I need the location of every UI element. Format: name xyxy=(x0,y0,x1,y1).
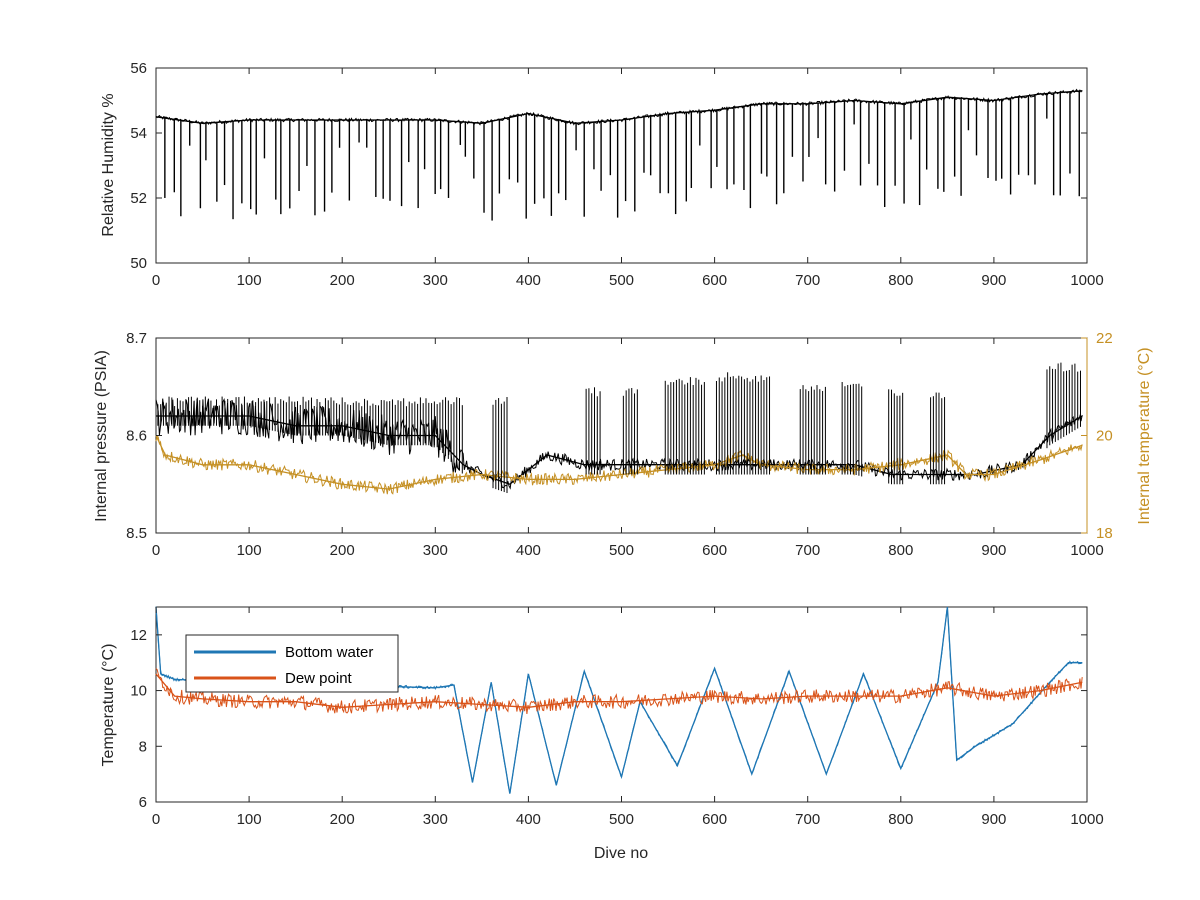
humidity-xtick-label: 700 xyxy=(795,272,820,289)
right-ytick-label: 22 xyxy=(1096,330,1113,347)
temperature-xtick-label: 900 xyxy=(981,811,1006,828)
humidity-plot-area xyxy=(155,67,1088,264)
pressure-xtick-label: 100 xyxy=(237,542,262,559)
humidity-ytick-label: 56 xyxy=(130,60,147,77)
right-ytick-label: 20 xyxy=(1096,428,1113,445)
temperature-ylabel: Temperature (°C) xyxy=(100,644,117,767)
humidity-marks xyxy=(155,88,1083,221)
pressure-series-1-texture xyxy=(155,435,1083,495)
pressure-marks xyxy=(155,362,1083,495)
temperature-xtick-label: 1000 xyxy=(1070,811,1103,828)
temperature-ytick-label: 10 xyxy=(130,683,147,700)
temperature-series-1-texture xyxy=(155,668,1083,715)
humidity-xtick-label: 200 xyxy=(330,272,355,289)
temperature-ytick-label: 12 xyxy=(130,627,147,644)
pressure-xtick-label: 1000 xyxy=(1070,542,1103,559)
temperature-xlabel: Dive no xyxy=(594,845,648,862)
temperature-xtick-label: 300 xyxy=(423,811,448,828)
pressure-ytick-label: 8.7 xyxy=(126,330,147,347)
humidity-ylabel: Relative Humidity % xyxy=(100,93,117,236)
legend-label-bottom-water: Bottom water xyxy=(285,644,373,661)
humidity-xtick-label: 500 xyxy=(609,272,634,289)
pressure-panel: 0 100 200 300 400 500 600 700 800 900 1000 8.5 8.6 8.… xyxy=(93,330,1153,559)
temperature-ytick-label: 6 xyxy=(139,794,147,811)
humidity-xtick-label: 600 xyxy=(702,272,727,289)
right-ytick-label: 18 xyxy=(1096,525,1113,542)
pressure-series-0-texture xyxy=(155,397,1083,490)
pressure-xtick-label: 500 xyxy=(609,542,634,559)
humidity-xtick-label: 900 xyxy=(981,272,1006,289)
pressure-xtick-label: 0 xyxy=(152,542,160,559)
humidity-series-0-texture xyxy=(155,88,1083,126)
humidity-xtick-label: 1000 xyxy=(1070,272,1103,289)
legend: Bottom water Dew point xyxy=(185,634,399,693)
temperature-xtick-label: 400 xyxy=(516,811,541,828)
humidity-ticks: 0 100 200 300 400 500 600 700 800 900 1000 50 52 54 56 xyxy=(130,60,1103,289)
temperature-panel: 0 100 200 300 400 500 600 700 800 900 1000 6 8 10 12 T… xyxy=(100,606,1104,862)
humidity-ytick-label: 52 xyxy=(130,190,147,207)
internal-temp-ylabel: Internal temperature (°C) xyxy=(1136,347,1153,524)
legend-label-dew-point: Dew point xyxy=(285,670,353,687)
humidity-panel: 0 100 200 300 400 500 600 700 800 900 1000 50 52 54 56… xyxy=(100,60,1104,289)
temperature-ticks: 0 100 200 300 400 500 600 700 800 900 1000 6 8 10 12 xyxy=(130,607,1104,828)
humidity-xtick-label: 300 xyxy=(423,272,448,289)
temperature-xtick-label: 700 xyxy=(795,811,820,828)
pressure-xtick-label: 400 xyxy=(516,542,541,559)
humidity-xtick-label: 800 xyxy=(888,272,913,289)
pressure-xtick-label: 300 xyxy=(423,542,448,559)
pressure-ylabel: Internal pressure (PSIA) xyxy=(93,350,110,522)
temperature-ytick-label: 8 xyxy=(139,738,147,755)
pressure-xtick-label: 700 xyxy=(795,542,820,559)
humidity-xtick-label: 100 xyxy=(237,272,262,289)
pressure-plot-area xyxy=(155,337,1088,534)
humidity-xtick-label: 400 xyxy=(516,272,541,289)
temperature-xtick-label: 200 xyxy=(330,811,355,828)
pressure-xtick-label: 600 xyxy=(702,542,727,559)
pressure-xtick-label: 800 xyxy=(888,542,913,559)
temperature-xtick-label: 100 xyxy=(237,811,262,828)
legend-box xyxy=(185,634,399,693)
pressure-ytick-label: 8.6 xyxy=(126,428,147,445)
pressure-xtick-label: 900 xyxy=(981,542,1006,559)
temperature-xtick-label: 800 xyxy=(888,811,913,828)
temperature-xtick-label: 500 xyxy=(609,811,634,828)
temperature-xtick-label: 600 xyxy=(702,811,727,828)
pressure-ytick-label: 8.5 xyxy=(126,525,147,542)
humidity-ytick-label: 50 xyxy=(130,255,147,272)
humidity-xtick-label: 0 xyxy=(152,272,160,289)
temperature-xtick-label: 0 xyxy=(152,811,160,828)
humidity-ytick-label: 54 xyxy=(130,125,147,142)
pressure-ticks: 0 100 200 300 400 500 600 700 800 900 1000 8.5 8.6 8.… xyxy=(126,330,1113,559)
pressure-xtick-label: 200 xyxy=(330,542,355,559)
